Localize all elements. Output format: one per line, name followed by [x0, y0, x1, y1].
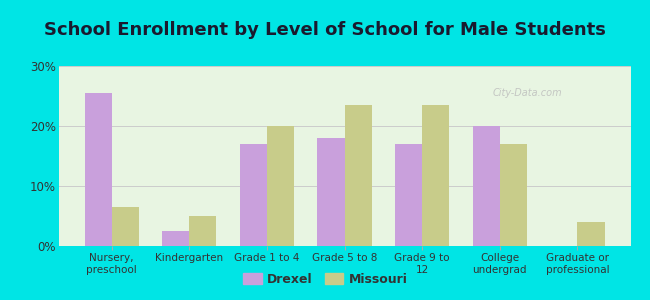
Text: City-Data.com: City-Data.com — [493, 88, 562, 98]
Bar — [112, 207, 139, 246]
Bar — [473, 126, 500, 246]
Bar — [500, 144, 527, 246]
Bar — [267, 126, 294, 246]
Bar — [162, 231, 189, 246]
Bar — [84, 93, 112, 246]
Bar — [577, 222, 605, 246]
Bar — [240, 144, 267, 246]
Bar — [422, 105, 449, 246]
Bar — [395, 144, 422, 246]
Legend: Drexel, Missouri: Drexel, Missouri — [238, 268, 412, 291]
Bar — [317, 138, 344, 246]
Bar — [344, 105, 372, 246]
Bar — [189, 216, 216, 246]
Text: School Enrollment by Level of School for Male Students: School Enrollment by Level of School for… — [44, 21, 606, 39]
